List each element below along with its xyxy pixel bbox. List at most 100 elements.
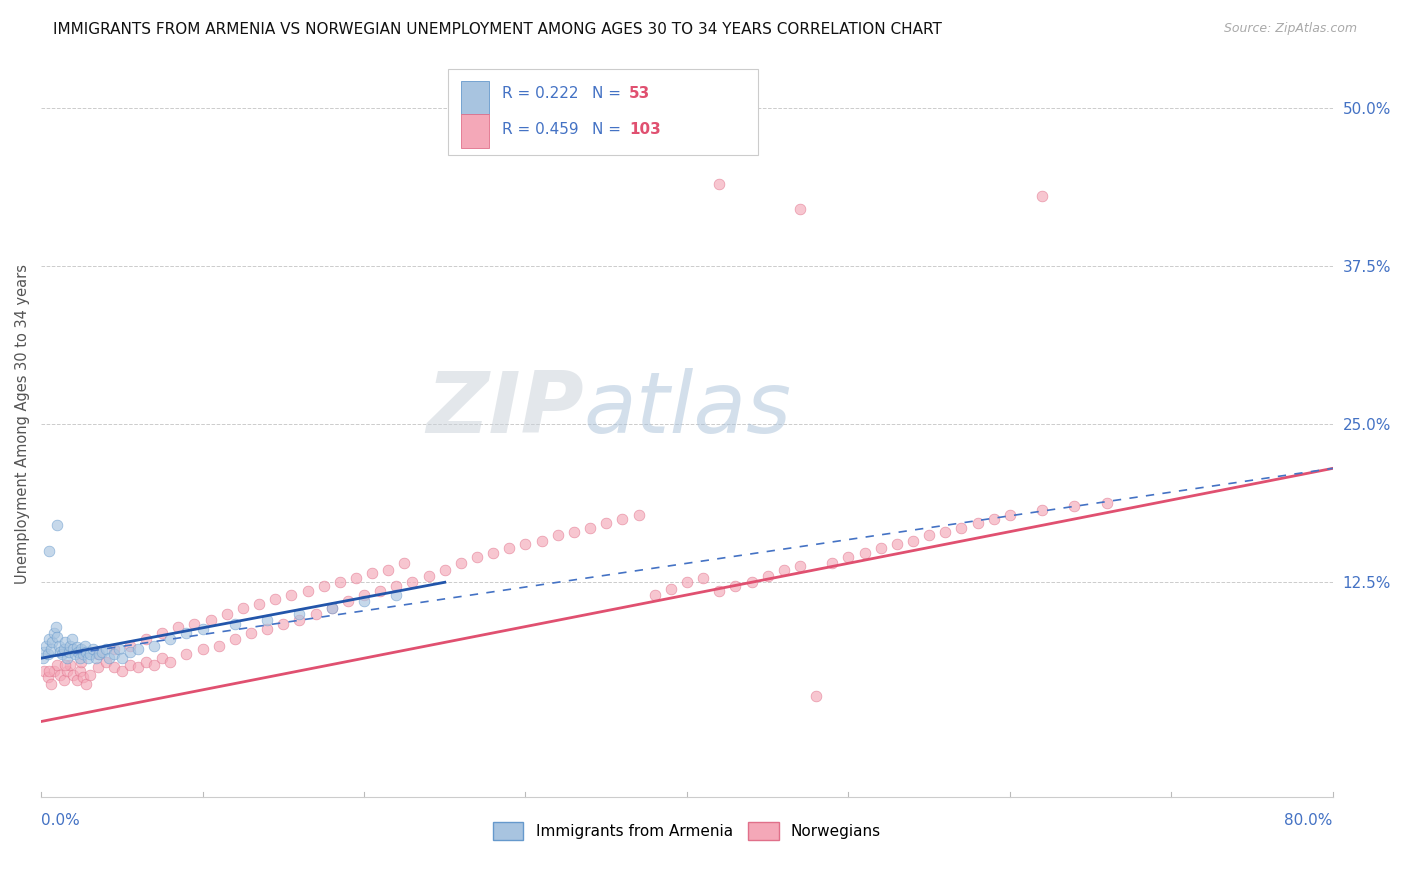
Point (46, 518, 69, 533)
Point (709, 584, 731, 599)
Point (35, 639, 58, 653)
Point (63, 648, 86, 662)
Text: atlas: atlas (583, 368, 792, 450)
Point (304, 607, 326, 621)
Point (191, 642, 214, 657)
Point (118, 639, 141, 653)
Point (150, 651, 173, 665)
Point (176, 648, 198, 662)
Point (143, 657, 166, 672)
Point (465, 549, 488, 564)
Point (127, 642, 149, 657)
Point (38, 632, 60, 647)
Point (215, 607, 238, 621)
Bar (461, 114, 489, 148)
Point (353, 588, 375, 602)
Point (38, 664, 60, 678)
Point (118, 657, 141, 672)
Point (724, 579, 747, 593)
Point (983, 512, 1005, 526)
Point (385, 588, 408, 602)
Point (37, 648, 59, 662)
Text: N =: N = (592, 121, 626, 136)
Point (224, 617, 246, 632)
Point (562, 524, 585, 539)
Point (224, 632, 246, 647)
Point (433, 563, 456, 577)
Point (73, 639, 96, 653)
Point (579, 521, 602, 535)
Point (86, 660, 108, 674)
Point (56, 664, 79, 678)
Point (344, 572, 367, 586)
Point (82, 642, 104, 657)
Point (135, 632, 157, 647)
Point (62, 642, 84, 657)
Text: R = 0.459: R = 0.459 (502, 121, 579, 136)
Point (450, 556, 472, 570)
Point (321, 600, 343, 615)
Point (53, 634, 76, 648)
Point (804, 689, 827, 703)
Point (39, 676, 62, 690)
Text: N =: N = (592, 86, 626, 101)
Point (772, 563, 794, 577)
Point (69, 651, 91, 665)
Point (39, 642, 62, 657)
Point (111, 664, 134, 678)
Point (1031, 503, 1053, 517)
Legend: Immigrants from Armenia, Norwegians: Immigrants from Armenia, Norwegians (486, 816, 887, 846)
Point (361, 566, 384, 581)
Point (288, 613, 311, 627)
Point (394, 556, 416, 570)
Point (79, 667, 101, 681)
Point (34, 664, 56, 678)
Point (950, 521, 973, 535)
Point (853, 546, 876, 560)
Text: 53: 53 (628, 86, 650, 101)
Point (741, 575, 763, 590)
Point (256, 613, 278, 627)
Text: 0.0%: 0.0% (41, 813, 80, 828)
Point (127, 660, 149, 674)
Point (89, 648, 111, 662)
Point (51, 648, 73, 662)
Point (232, 600, 254, 615)
Point (191, 622, 214, 636)
Point (103, 648, 125, 662)
Point (167, 619, 190, 633)
Point (75, 676, 97, 690)
Point (709, 177, 731, 191)
Point (79, 648, 101, 662)
Text: 103: 103 (628, 121, 661, 136)
Point (42, 664, 65, 678)
Point (72, 670, 94, 684)
Point (280, 588, 302, 602)
Point (515, 537, 537, 551)
Point (49, 667, 72, 681)
Point (41, 634, 63, 648)
Point (264, 591, 287, 606)
Point (498, 541, 520, 555)
Point (934, 524, 956, 539)
Point (49, 645, 72, 659)
Point (66, 640, 89, 654)
Point (821, 556, 844, 570)
Point (38, 543, 60, 558)
Point (31, 651, 53, 665)
Text: ZIP: ZIP (426, 368, 583, 450)
Point (84, 651, 107, 665)
Point (60, 632, 83, 647)
Point (692, 572, 714, 586)
Point (176, 626, 198, 640)
Point (45, 619, 67, 633)
Point (143, 639, 166, 653)
Point (37, 670, 59, 684)
Point (336, 594, 359, 608)
Point (288, 607, 311, 621)
Point (676, 575, 699, 590)
Point (385, 579, 408, 593)
Point (329, 575, 352, 590)
Point (91, 645, 114, 659)
Point (353, 594, 375, 608)
